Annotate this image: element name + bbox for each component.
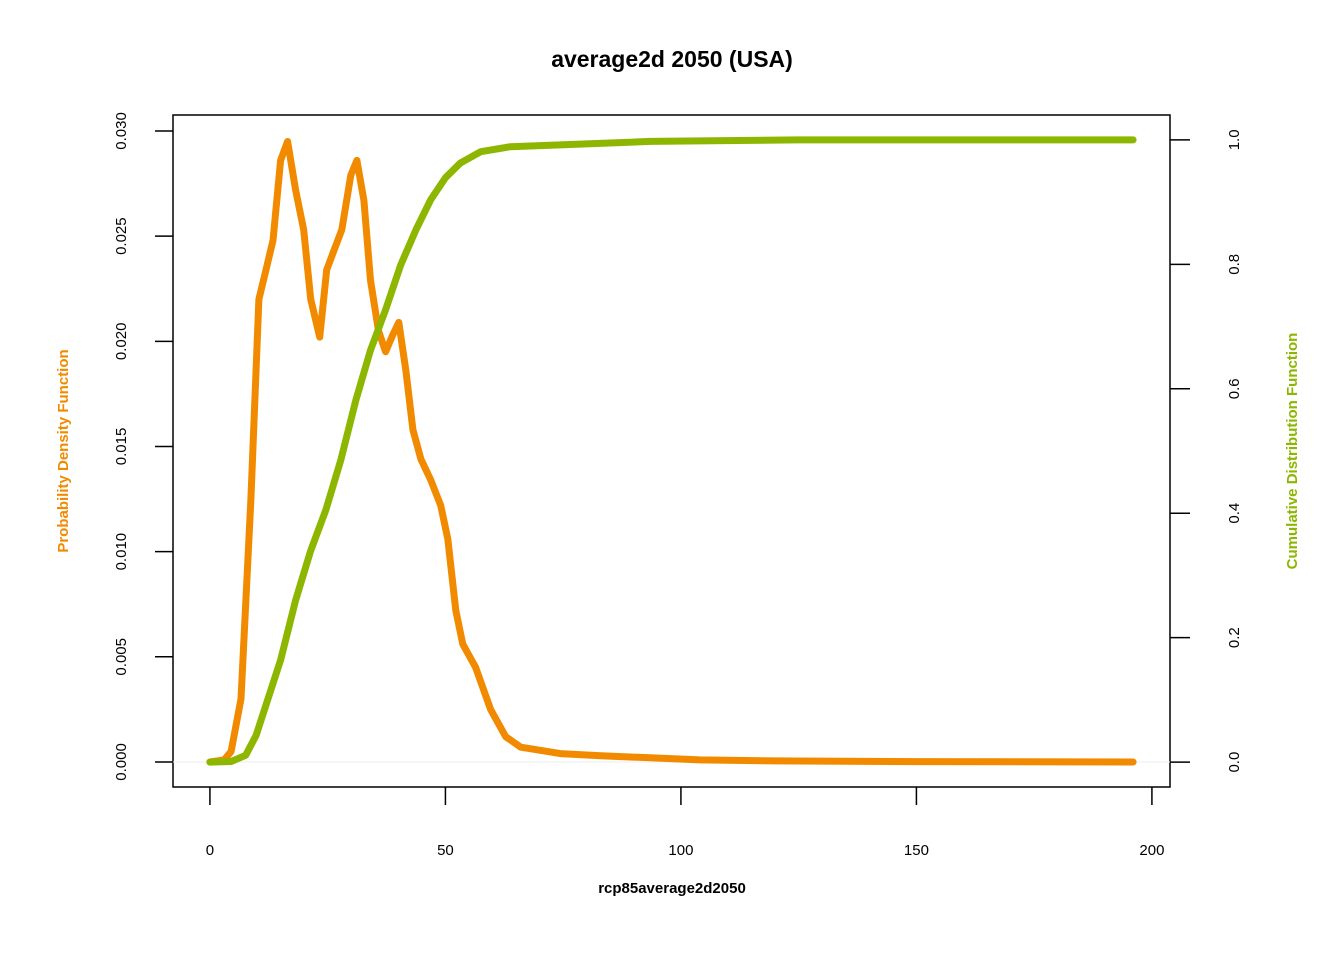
x-tick-label: 100 xyxy=(668,842,693,859)
y2-tick-label: 0.4 xyxy=(1226,503,1243,524)
plot-frame xyxy=(172,114,1171,788)
y-tick-label: 0.015 xyxy=(113,428,130,466)
x-tick-label: 200 xyxy=(1139,842,1164,859)
y-tick-label: 0.005 xyxy=(113,638,130,676)
y2-tick-label: 0.2 xyxy=(1226,627,1243,648)
x-tick-label: 150 xyxy=(904,842,929,859)
y2-tick-label: 0.6 xyxy=(1226,378,1243,399)
x-tick-label: 50 xyxy=(437,842,454,859)
x-axis-label: rcp85average2d2050 xyxy=(598,880,746,897)
y2-axis-label: Cumulative Distribution Function xyxy=(1284,333,1301,570)
y2-tick-label: 0.8 xyxy=(1226,254,1243,275)
chart-title: average2d 2050 (USA) xyxy=(551,46,793,72)
series-line xyxy=(206,136,1137,766)
y-tick-label: 0.020 xyxy=(113,323,130,361)
y-tick-label: 0.010 xyxy=(113,533,130,571)
x-tick-label: 0 xyxy=(206,842,214,859)
y-axis-label: Probability Density Function xyxy=(55,349,72,552)
y-tick-label: 0.000 xyxy=(113,743,130,781)
y-tick-label: 0.030 xyxy=(113,112,130,150)
y-tick-label: 0.025 xyxy=(113,217,130,255)
y2-tick-label: 0.0 xyxy=(1226,752,1243,773)
series-line xyxy=(206,138,1137,766)
y2-tick-label: 1.0 xyxy=(1226,129,1243,150)
